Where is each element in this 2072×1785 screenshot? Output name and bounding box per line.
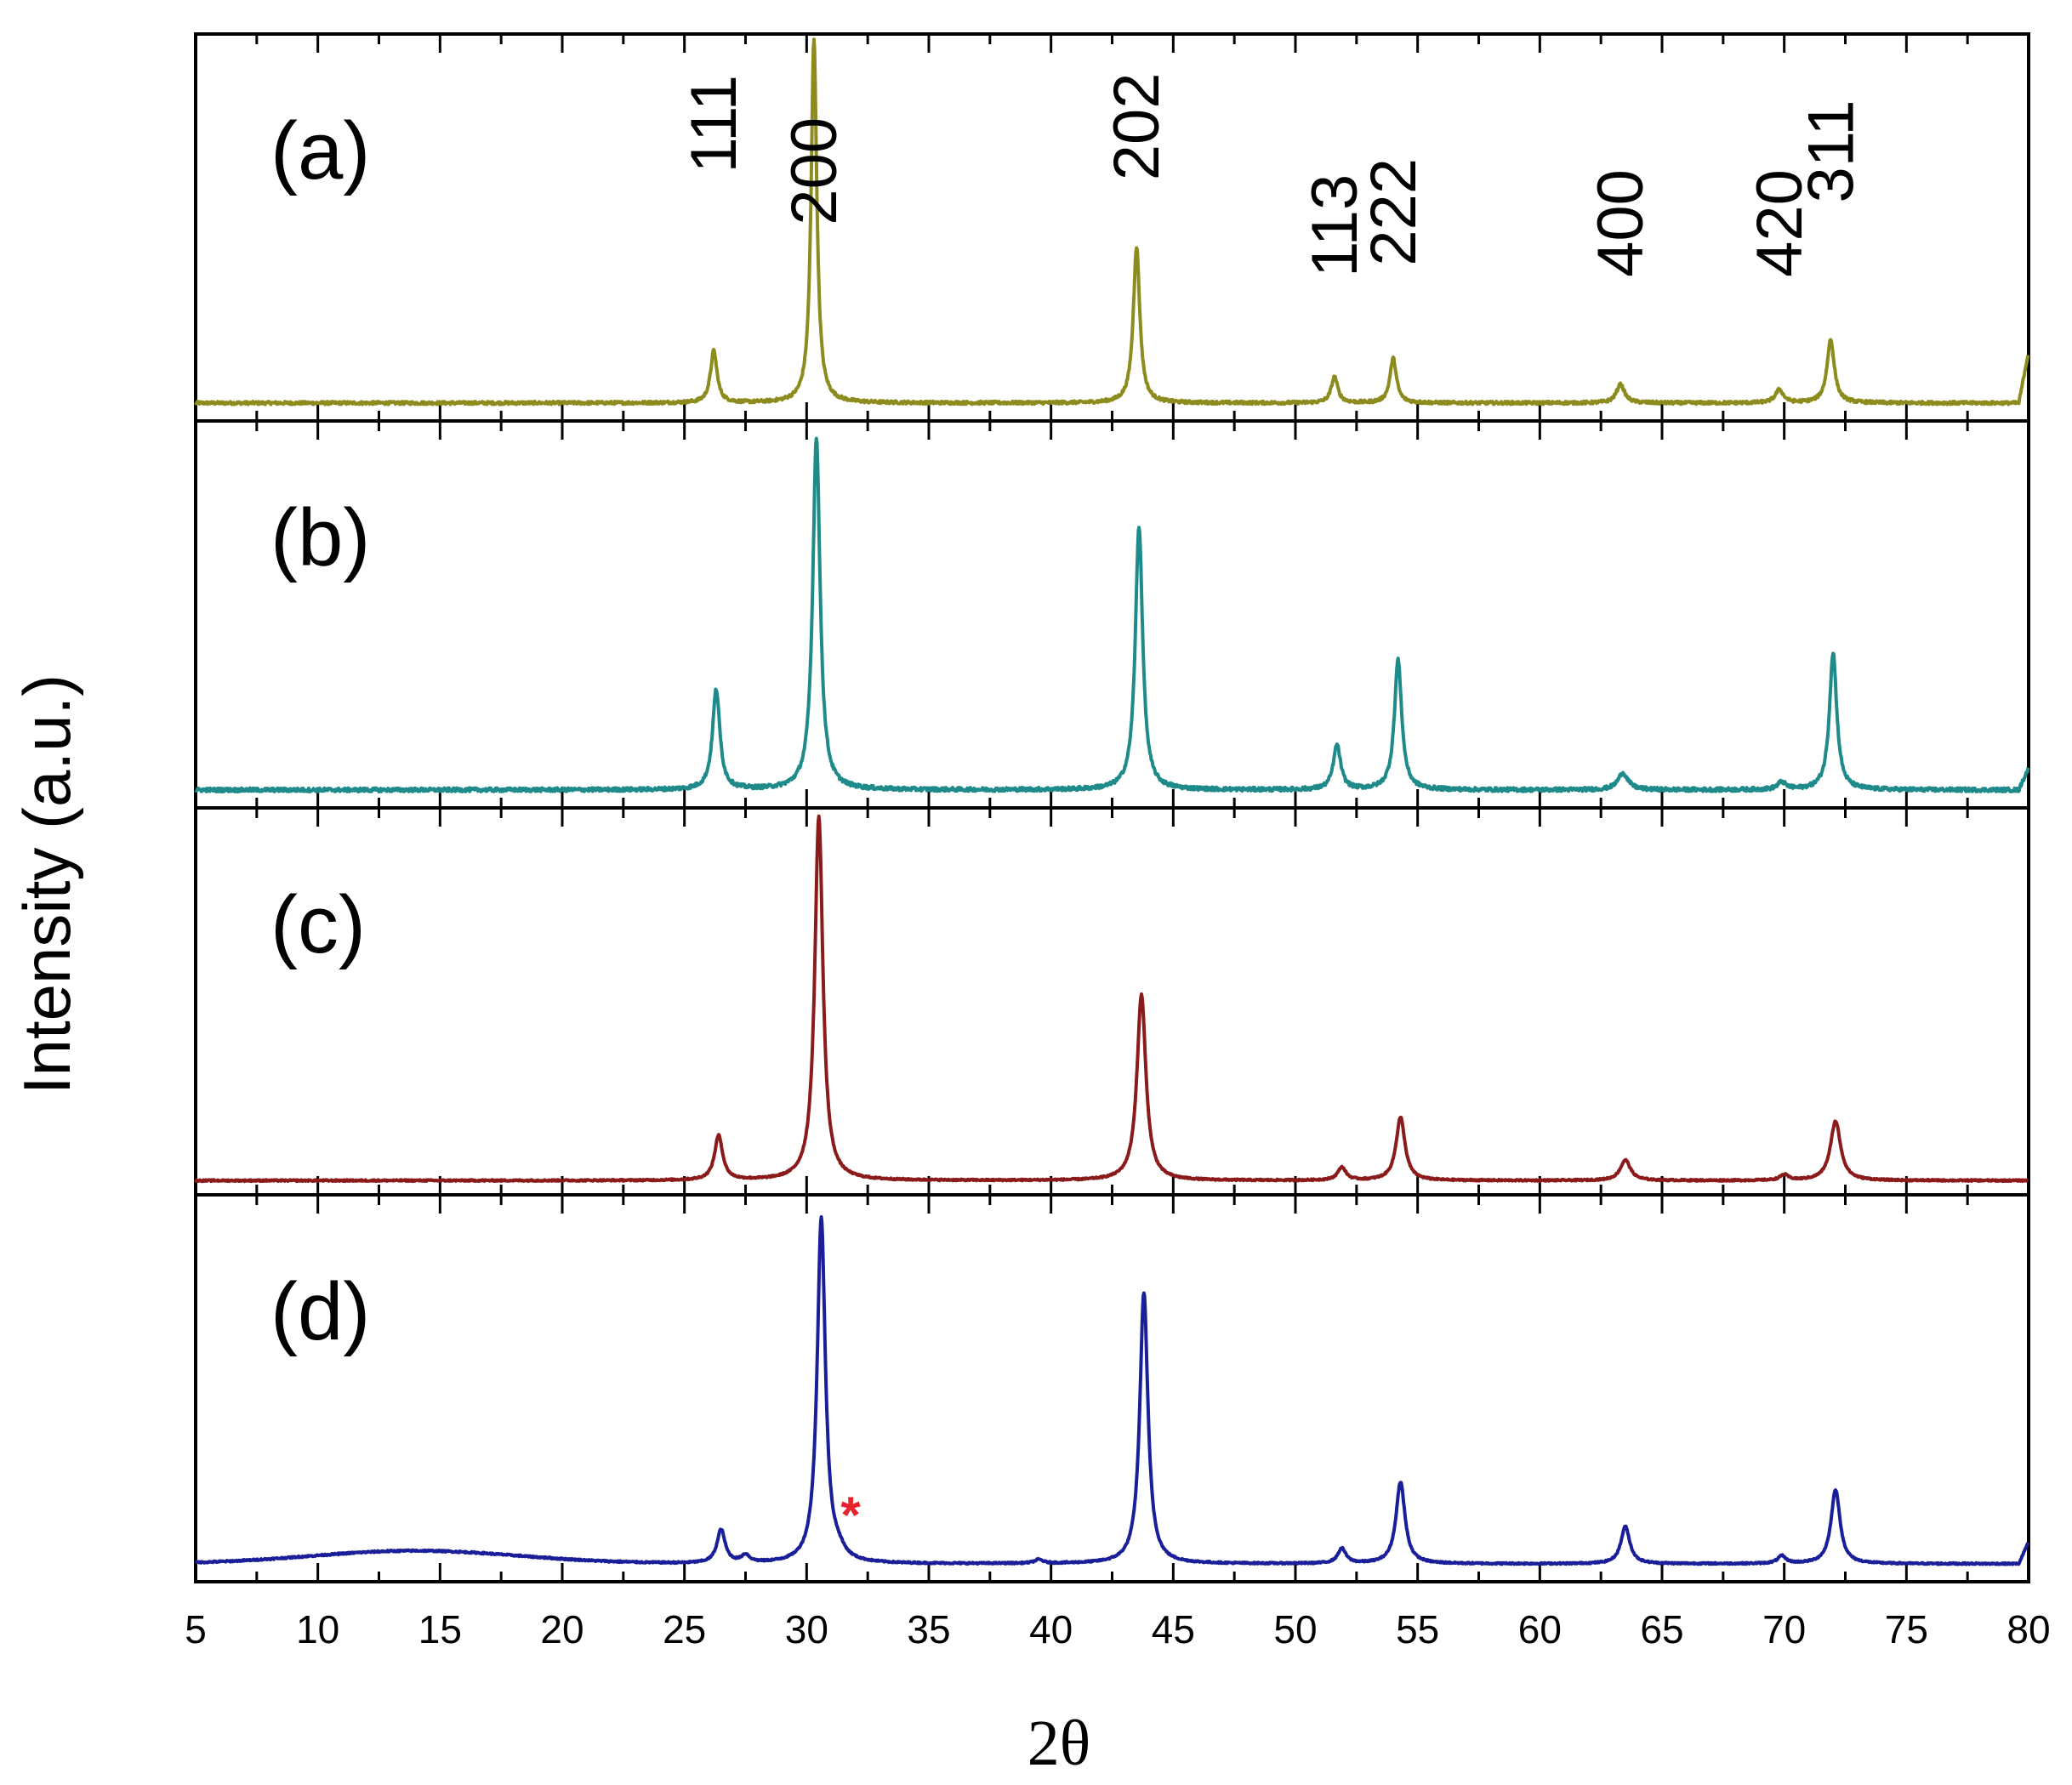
hkl-label: 311 (1795, 99, 1867, 202)
x-tick-label: 35 (907, 1607, 950, 1651)
panel-c: (c) (194, 806, 2030, 1197)
panel-frame (194, 1193, 2030, 1583)
panel-d: (d) * (194, 1193, 2030, 1583)
impurity-marker: * (840, 1487, 861, 1543)
x-tick-label: 70 (1762, 1607, 1806, 1651)
x-tick-label: 60 (1518, 1607, 1562, 1651)
panel-label: (a) (270, 105, 370, 196)
x-tick-label: 55 (1396, 1607, 1439, 1651)
x-axis-label: 2θ (1027, 1708, 1090, 1779)
x-tick-label: 80 (2007, 1607, 2050, 1651)
xrd-trace-b (194, 436, 2030, 793)
x-axis: 5 10 15 20 25 30 35 40 45 50 55 60 65 70 75 80 (185, 1607, 2050, 1651)
x-tick-label: 10 (296, 1607, 339, 1651)
hkl-label: 200 (778, 117, 851, 225)
x-tick-label: 25 (663, 1607, 706, 1651)
x-tick-label: 20 (540, 1607, 583, 1651)
xrd-trace-c (194, 814, 2029, 1184)
xrd-trace-a (194, 37, 2030, 406)
panel-frame (194, 806, 2030, 1197)
x-tick-label: 75 (1885, 1607, 1928, 1651)
x-tick-label: 30 (785, 1607, 828, 1651)
panel-label: (c) (270, 879, 366, 970)
hkl-label: 222 (1358, 158, 1430, 266)
hkl-label: 111 (678, 75, 750, 173)
x-tick-label: 5 (185, 1607, 207, 1651)
panel-label: (d) (270, 1266, 370, 1357)
hkl-label: 202 (1101, 72, 1173, 180)
y-axis-label: Intensity (a.u.) (9, 674, 84, 1094)
x-tick-label: 40 (1029, 1607, 1073, 1651)
xrd-trace-d (194, 1215, 2030, 1566)
x-tick-label: 50 (1273, 1607, 1317, 1651)
hkl-label: 113 (1299, 174, 1371, 277)
panel-label: (b) (270, 492, 370, 583)
x-tick-label: 45 (1152, 1607, 1195, 1651)
x-tick-label: 15 (418, 1607, 462, 1651)
hkl-label: 400 (1585, 169, 1657, 277)
hkl-label: 420 (1744, 169, 1816, 277)
panel-frame (194, 419, 2030, 810)
x-tick-label: 65 (1640, 1607, 1683, 1651)
panel-b: (b) (194, 419, 2030, 810)
